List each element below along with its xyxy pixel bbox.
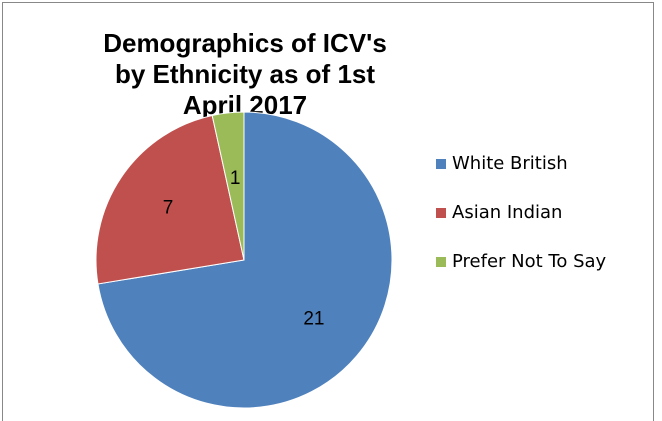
legend-swatch — [436, 159, 446, 169]
data-label: 1 — [230, 168, 241, 189]
legend-swatch — [436, 208, 446, 218]
pie-slice — [95, 114, 245, 285]
legend-label: Asian Indian — [452, 202, 562, 223]
legend-label: White British — [452, 153, 568, 174]
pie-slice — [97, 111, 393, 409]
legend-label: Prefer Not To Say — [452, 251, 607, 272]
chart-title: Demographics of ICV's by Ethnicity as of… — [103, 28, 387, 120]
pie-slice — [211, 111, 245, 261]
data-label: 21 — [303, 308, 324, 329]
data-label: 7 — [163, 198, 174, 219]
legend-swatch — [436, 257, 446, 267]
